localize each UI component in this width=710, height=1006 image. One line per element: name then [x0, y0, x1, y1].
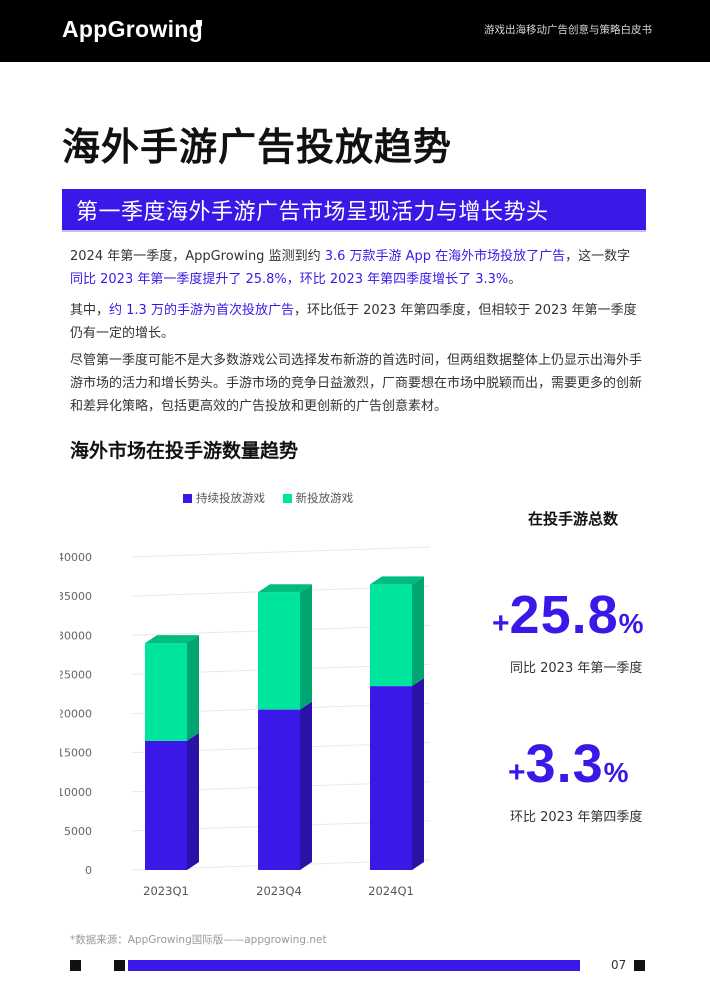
banner-title: 第一季度海外手游广告市场呈现活力与增长势头 [76, 200, 549, 225]
chart-section-title: 海外市场在投手游数量趋势 [70, 440, 299, 462]
y-tick-label: 10000 [60, 786, 92, 799]
paragraph-1: 2024 年第一季度，AppGrowing 监测到约 3.6 万款手游 App … [70, 245, 642, 291]
bar-side-2023Q4-s1 [300, 584, 312, 710]
bar-side-2023Q1-s1 [187, 635, 199, 741]
y-tick-label: 20000 [60, 708, 92, 721]
legend-swatch-continuing [183, 494, 192, 503]
bar-2023Q1-s0 [145, 740, 187, 870]
section-banner: 第一季度海外手游广告市场呈现活力与增长势头 [62, 189, 646, 232]
qoq-unit: % [603, 757, 629, 788]
logo-square-icon [196, 20, 202, 26]
legend-label-continuing: 持续投放游戏 [196, 491, 265, 505]
legend-swatch-new [282, 494, 292, 503]
footer-square-mid [114, 960, 125, 971]
page-title: 海外手游广告投放趋势 [62, 125, 453, 169]
bar-2024Q1-s0 [370, 686, 412, 870]
yoy-sign: + [492, 607, 510, 640]
page-header: AppGrowing 游戏出海移动广告创意与策略白皮书 [0, 0, 710, 62]
x-tick-label: 2023Q4 [256, 884, 302, 898]
y-tick-label: 0 [85, 864, 92, 877]
qoq-number: 3.3 [525, 734, 604, 794]
legend-item-new: 新投放游戏 [282, 490, 354, 506]
paragraph-1-text-c: 。 [508, 272, 522, 287]
stacked-bar-chart: 0 5000 10000 15000 20000 25000 30000 35000 40000… [60, 546, 431, 898]
paragraph-2-text-b: ，环比低于 2023 年第四季度，但相较于 2023 年第一季度仍有一定的增长。 [70, 303, 637, 341]
y-tick-label: 5000 [64, 825, 92, 838]
footer-accent-bar [128, 960, 580, 971]
bar-2023Q1-s1 [145, 643, 187, 741]
data-source-note: *数据来源：AppGrowing国际版——appgrowing.net [70, 934, 327, 946]
bar-top-2024Q1 [370, 576, 424, 585]
paragraph-1-text-a: 2024 年第一季度，AppGrowing 监测到约 [70, 249, 325, 264]
paragraph-3: 尽管第一季度可能不是大多数游戏公司选择发布新游的首选时间，但两组数据整体上仍显示… [70, 353, 643, 414]
bar-side-2023Q1-s0 [187, 732, 199, 870]
bar-2023Q4-s1 [258, 592, 300, 710]
bar-side-2024Q1-s0 [412, 678, 424, 870]
qoq-caption: 环比 2023 年第四季度 [510, 810, 643, 825]
y-tick-label: 35000 [60, 590, 92, 603]
bar-side-2023Q4-s0 [300, 701, 312, 870]
legend-label-new: 新投放游戏 [295, 491, 354, 505]
yoy-caption: 同比 2023 年第一季度 [510, 661, 643, 676]
yoy-number: 25.8 [509, 585, 619, 645]
paragraph-1-text-b: ，这一数字 [565, 249, 631, 264]
x-tick-label: 2024Q1 [368, 884, 414, 898]
y-tick-label: 30000 [60, 629, 92, 642]
legend-item-continuing: 持续投放游戏 [183, 490, 265, 506]
bar-2024Q1-s1 [370, 584, 412, 687]
paragraph-1-highlight-a: 3.6 万款手游 App 在海外市场投放了广告 [324, 249, 566, 264]
bar-top-2023Q4 [258, 584, 312, 593]
chart-legend: 持续投放游戏 新投放游戏 [183, 490, 367, 506]
bar-2023Q4-s0 [258, 709, 300, 870]
y-tick-label: 25000 [60, 668, 92, 681]
bar-side-2024Q1-s1 [412, 576, 424, 687]
y-tick-label: 15000 [60, 747, 92, 760]
x-tick-label: 2023Q1 [143, 884, 189, 898]
qoq-sign: + [508, 756, 526, 789]
yoy-growth-value: +25.8% [492, 584, 644, 646]
yoy-unit: % [618, 608, 644, 639]
stats-title: 在投手游总数 [528, 510, 619, 528]
paragraph-2-highlight: 约 1.3 万的手游为首次投放广告 [109, 303, 294, 318]
footer-square-left [70, 960, 81, 971]
appgrowing-logo: AppGrowing [62, 16, 203, 42]
document-title: 游戏出海移动广告创意与策略白皮书 [484, 24, 652, 36]
paragraph-2: 其中，约 1.3 万的手游为首次投放广告，环比低于 2023 年第四季度，但相较… [70, 299, 642, 345]
footer-square-right [634, 960, 645, 971]
gridline [131, 546, 431, 558]
paragraph-2-text-a: 其中， [70, 303, 110, 318]
qoq-growth-value: +3.3% [508, 733, 629, 795]
paragraph-1-highlight-b: 同比 2023 年第一季度提升了 25.8%，环比 2023 年第四季度增长了 … [70, 272, 509, 287]
y-tick-label: 40000 [60, 551, 92, 564]
page-number: 07 [611, 958, 627, 972]
bar-top-2023Q1 [145, 635, 199, 644]
